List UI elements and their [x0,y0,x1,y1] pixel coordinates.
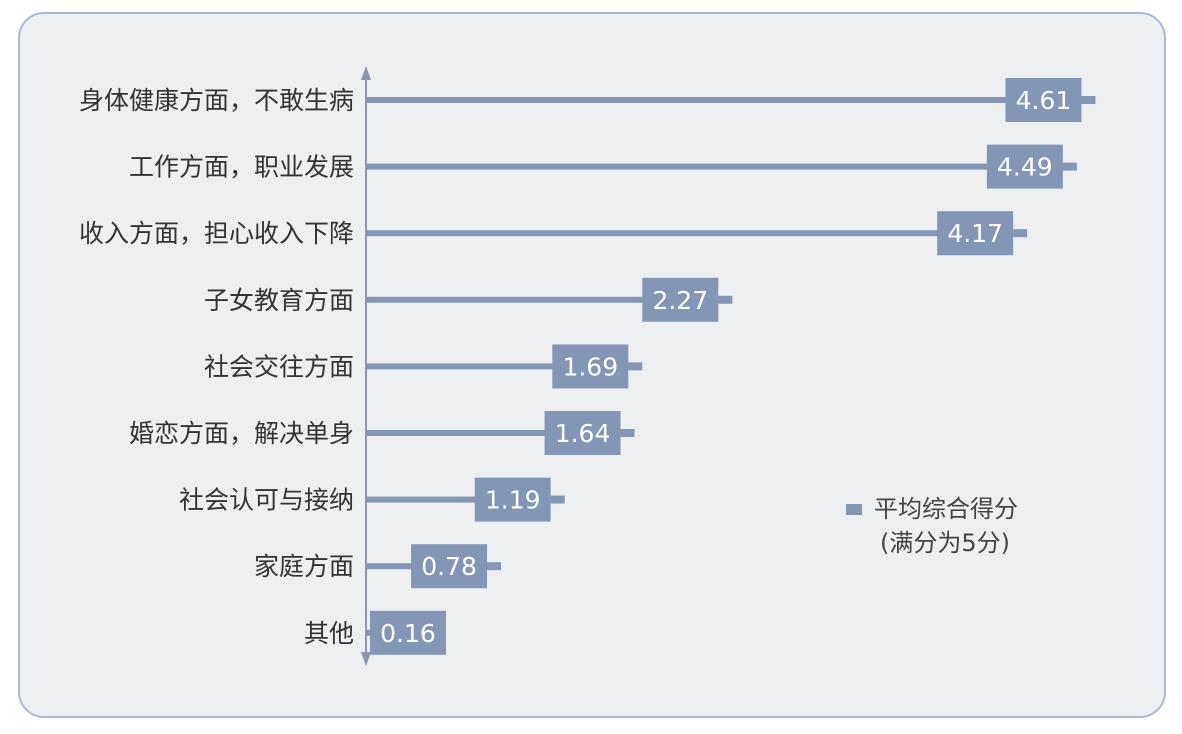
category-label: 子女教育方面 [204,286,354,315]
value-label-box [986,144,1063,189]
legend-series-name: 平均综合得分 [874,495,1018,523]
value-label: 1.69 [562,352,618,381]
bar-end-cap [718,295,733,304]
bar-end-cap [628,362,643,371]
value-label: 4.17 [947,219,1003,248]
bar-end-cap [1062,162,1077,171]
bar-end-cap [1013,229,1028,238]
category-label: 其他 [304,619,354,648]
value-label: 0.78 [421,552,477,581]
value-label-box [552,344,629,389]
bar-end-cap [487,562,502,571]
value-label: 4.61 [1016,86,1072,115]
value-label: 1.19 [485,486,541,515]
category-label: 社会认可与接纳 [179,486,354,515]
category-label: 婚恋方面，解决单身 [129,419,354,448]
category-label: 收入方面，担心收入下降 [79,219,354,248]
bar [366,430,621,436]
value-label-box [411,544,488,589]
value-label-box [544,411,621,455]
y-axis-arrow-top [361,66,371,80]
value-label: 2.27 [652,286,708,315]
legend-swatch [846,504,862,515]
value-label: 0.16 [380,619,436,648]
y-axis-arrow-bottom [361,652,371,666]
legend-note: (满分为5分) [880,529,1010,557]
value-label-box [1005,78,1082,122]
category-label: 社会交往方面 [204,352,354,381]
value-label-box [474,477,551,522]
bar [366,296,719,303]
bar [366,230,1014,237]
category-label: 工作方面，职业发展 [129,153,354,182]
value-label-box [370,610,446,655]
value-label: 1.64 [555,419,611,448]
bar-end-cap [620,429,635,437]
bar [366,363,629,370]
value-label-box [937,211,1014,256]
bar-end-cap [1081,96,1096,104]
value-label: 4.49 [997,153,1053,182]
bar [366,97,1082,103]
category-label: 家庭方面 [254,552,354,581]
bar [366,163,1063,170]
bar-end-cap [550,495,565,504]
value-label-box [642,277,719,322]
bar [366,496,551,503]
category-label: 身体健康方面，不敢生病 [79,86,354,115]
